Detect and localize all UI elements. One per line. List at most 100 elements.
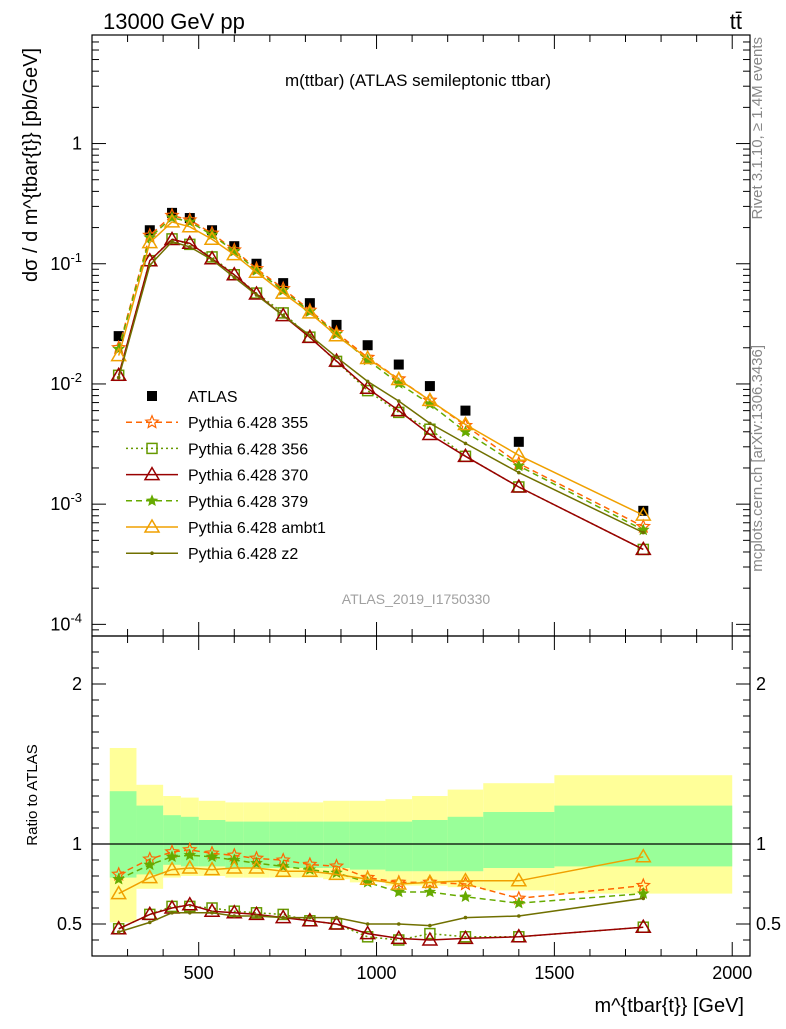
series-point-ratio [424, 927, 436, 940]
band-inner-bin [349, 821, 386, 870]
legend-marker [150, 551, 154, 555]
series-point-ratio [112, 872, 125, 885]
series-point-main [110, 347, 127, 362]
series-point-main [301, 304, 319, 319]
atlas-data-point [460, 405, 471, 416]
y-tick-label-ratio-right: 0.5 [756, 914, 781, 934]
x-tick-label: 1500 [534, 963, 574, 983]
series-point-ratio [423, 885, 437, 898]
series-point-ratio [170, 911, 174, 915]
series-point-main [634, 506, 652, 521]
series-point-ratio [248, 905, 265, 921]
series-point-ratio [141, 905, 159, 921]
series-point-main [334, 355, 339, 359]
legend-marker [145, 494, 159, 507]
series-point-main [359, 379, 376, 395]
series-point-ratio [301, 862, 319, 877]
series-point-main [390, 402, 408, 417]
series-point-main [301, 328, 319, 344]
plot-title: m(ttbar) (ATLAS semileptonic ttbar) [285, 71, 551, 90]
series-point-ratio [365, 922, 370, 926]
series-point-ratio [254, 914, 259, 918]
series-point-ratio [116, 930, 121, 934]
legend-label: Pythia 6.428 355 [188, 415, 308, 432]
series-point-main [512, 459, 526, 472]
y-axis-label-ratio: Ratio to ATLAS [24, 744, 41, 845]
legend-marker [143, 466, 161, 481]
series-line-ratio-3 [118, 904, 644, 941]
series-point-ratio [281, 915, 285, 920]
atlas-data-point [362, 340, 373, 351]
series-line-main-6 [117, 240, 644, 534]
y-tick-label-main: 10-4 [50, 610, 82, 634]
series-point-ratio [510, 872, 528, 887]
y-tick-label-ratio: 1 [72, 834, 82, 854]
y-axis-label-main: dσ / d m^{tbar{t}} [pb/GeV] [20, 48, 42, 282]
series-point-main [147, 263, 152, 268]
series-point-main [281, 313, 285, 318]
process-label: tt̄ [730, 9, 742, 34]
series-point-main [116, 375, 121, 380]
x-tick-label: 2000 [712, 963, 752, 983]
legend: ATLAS Pythia 6.428 355 Pythia 6.428 356 Pyt… [126, 389, 326, 563]
series-point-ratio [328, 915, 345, 930]
band-inner-bin [180, 816, 199, 867]
band-inner-bin [385, 821, 413, 872]
series-point-main [421, 425, 439, 441]
series-point-ratio [203, 902, 221, 917]
series-point-main [188, 245, 192, 249]
series-point-ratio [359, 870, 376, 885]
series-line-ratio-1 [118, 849, 644, 900]
series-point-ratio [181, 896, 199, 911]
y-tick-label-ratio-right: 1 [756, 834, 766, 854]
y-tick-label-ratio: 0.5 [57, 914, 82, 934]
band-inner-bin [412, 820, 448, 872]
atlas-data-point [513, 436, 524, 447]
series-point-ratio [359, 925, 376, 940]
series-point-ratio [421, 931, 439, 946]
series-point-main [274, 284, 292, 299]
series-point-main [308, 333, 312, 338]
legend-label: Pythia 6.428 356 [188, 441, 308, 458]
band-inner-bin [554, 805, 733, 867]
series-point-ratio [181, 859, 199, 874]
series-point-ratio [163, 861, 181, 876]
series-line-main-3 [117, 238, 644, 551]
series-point-ratio [248, 859, 265, 874]
series-point-ratio [110, 885, 127, 900]
series-point-main [396, 399, 401, 403]
y-tick-label-main: 1 [72, 134, 82, 154]
series-point-ratio [422, 874, 438, 889]
series-point-ratio [391, 874, 407, 889]
series-line-ratio-4 [118, 854, 644, 904]
series-point-main [141, 234, 159, 249]
x-axis-label: m^{tbar{t}} [GeV] [595, 995, 744, 1017]
energy-label: 13000 GeV pp [103, 9, 245, 34]
legend-marker-atlas [147, 391, 157, 401]
series-point-ratio [165, 850, 179, 863]
series-point-ratio [457, 872, 474, 887]
series-point-main [225, 246, 243, 261]
legend-marker [144, 414, 160, 429]
legend-marker [146, 442, 158, 455]
side-mcplots-label: mcplots.cern.ch [arXiv:1306.3436] [749, 345, 766, 572]
side-rivet-label: Rivet 3.1.10, ≥ 1.4M events [749, 37, 766, 220]
band-inner-bin [109, 791, 137, 878]
series-point-main [170, 239, 174, 244]
series-point-main [390, 370, 408, 386]
series-point-ratio [203, 861, 221, 876]
series-point-ratio [459, 890, 472, 903]
series-point-ratio [110, 920, 127, 935]
series-point-main [510, 446, 528, 462]
series-point-main [421, 391, 439, 407]
series-line-ratio-5 [118, 856, 644, 895]
series-line-main-1 [117, 214, 644, 528]
series-point-ratio [225, 904, 243, 919]
y-tick-label-ratio-right: 2 [756, 674, 766, 694]
series-point-main [359, 349, 376, 365]
series-point-ratio [512, 896, 526, 909]
series-point-main [110, 366, 127, 382]
series-point-main [181, 218, 199, 233]
series-point-main [274, 307, 292, 322]
